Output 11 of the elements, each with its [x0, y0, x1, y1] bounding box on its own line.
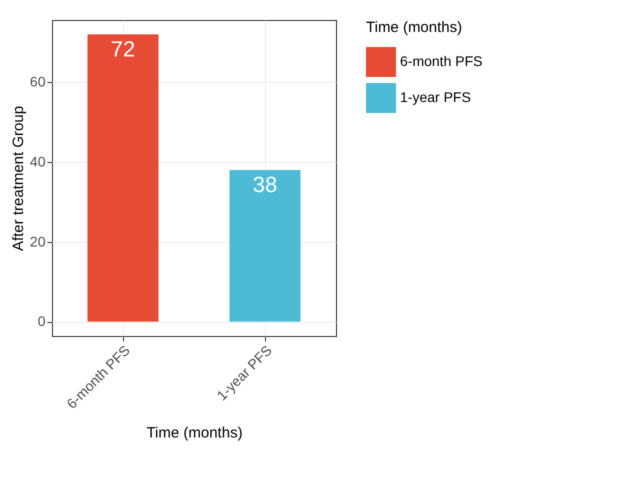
legend-label: 6-month PFS [400, 53, 482, 69]
y-tick-label: 20 [30, 233, 46, 250]
data-label: 38 [252, 172, 278, 198]
y-tick-label: 60 [30, 74, 46, 90]
y-tick-label: 0 [38, 313, 46, 330]
y-axis-title: After treatment Group [10, 106, 27, 252]
x-axis-title: Time (months) [146, 424, 243, 442]
legend-label: 1-year PFS [400, 89, 471, 105]
data-label: 72 [110, 36, 136, 62]
y-tick-label: 40 [30, 154, 46, 170]
legend-title: Time (months) [366, 19, 462, 36]
